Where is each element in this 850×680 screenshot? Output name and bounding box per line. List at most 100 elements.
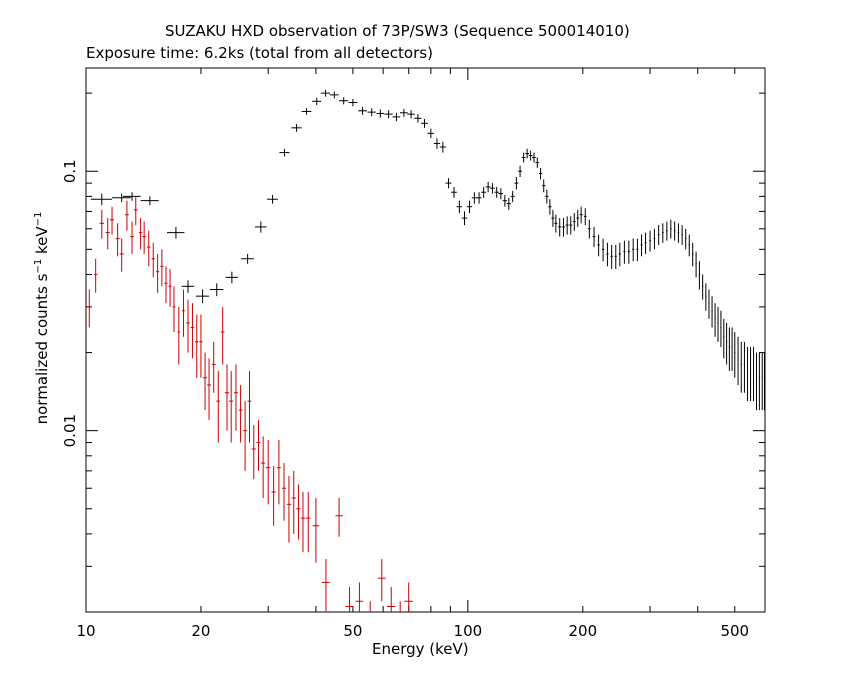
data-point: [233, 364, 238, 431]
data-point: [404, 582, 413, 612]
data-point: [105, 218, 110, 250]
data-point: [661, 223, 664, 243]
data-point: [521, 152, 526, 163]
data-point: [705, 283, 707, 311]
data-point: [243, 401, 247, 471]
data-point: [195, 314, 199, 378]
data-point: [167, 226, 185, 239]
data-point: [572, 213, 576, 231]
data-point: [90, 193, 113, 206]
data-point: [123, 192, 141, 201]
data-point: [720, 310, 722, 348]
data-point: [312, 498, 320, 563]
data-point: [576, 209, 580, 227]
data-point: [407, 110, 415, 119]
data-point: [763, 352, 765, 411]
data-point: [203, 352, 208, 411]
chart-subtitle: Exposure time: 6.2ks (total from all det…: [86, 44, 433, 62]
data-point: [312, 97, 322, 106]
y-tick-label: 0.1: [61, 159, 79, 183]
data-point: [506, 197, 511, 210]
data-point: [606, 242, 609, 267]
data-point: [657, 225, 660, 245]
data-point: [485, 181, 491, 193]
data-point: [177, 306, 181, 365]
data-point: [717, 306, 719, 342]
data-point: [755, 352, 757, 411]
data-point: [220, 306, 225, 365]
data-point: [439, 141, 446, 153]
data-point: [681, 225, 683, 245]
data-point: [734, 332, 736, 378]
data-point: [692, 242, 694, 267]
data-point: [510, 190, 515, 203]
data-point: [702, 274, 704, 300]
data-point: [632, 238, 635, 262]
data-point: [623, 240, 626, 264]
data-point: [147, 230, 151, 267]
data-point: [535, 157, 540, 168]
data-point: [525, 148, 530, 159]
data-point: [666, 221, 668, 241]
data-point: [99, 209, 105, 239]
plot-frame: [85, 67, 766, 613]
data-point: [124, 200, 129, 231]
data-point: [142, 221, 146, 254]
data-point: [256, 419, 261, 471]
data-point: [414, 114, 422, 123]
data-point: [358, 106, 367, 115]
data-point: [481, 186, 487, 198]
data-point: [229, 370, 234, 443]
data-point: [207, 358, 212, 420]
data-point: [708, 289, 710, 319]
data-point: [461, 211, 468, 226]
series-layer: [87, 89, 765, 612]
data-point: [640, 234, 643, 257]
data-point: [119, 238, 124, 272]
data-point: [498, 188, 503, 200]
data-point: [399, 108, 408, 117]
data-point: [209, 283, 224, 297]
data-point: [649, 230, 651, 252]
data-point: [320, 89, 331, 97]
data-point: [261, 436, 266, 499]
data-point: [558, 218, 562, 237]
data-point: [554, 214, 558, 233]
data-point: [673, 221, 676, 241]
data-point: [565, 216, 569, 235]
data-point: [345, 586, 354, 612]
x-tick-label: 100: [454, 622, 483, 640]
data-point: [168, 268, 172, 307]
data-point: [427, 128, 435, 139]
data-point: [172, 286, 176, 333]
data-point: [94, 258, 98, 293]
data-point: [164, 266, 168, 304]
data-point: [335, 498, 343, 537]
data-point: [569, 216, 573, 235]
data-point: [267, 194, 278, 204]
x-tick-label: 20: [191, 622, 210, 640]
data-point: [670, 219, 672, 239]
data-point: [281, 463, 286, 521]
data-point: [618, 242, 621, 267]
data-point: [112, 193, 131, 203]
data-point: [160, 249, 164, 287]
data-point: [199, 314, 203, 378]
data-point: [532, 152, 536, 163]
data-point: [579, 206, 583, 224]
y-axis-label: normalized counts s−1 keV−1: [33, 212, 51, 425]
data-point: [296, 484, 301, 540]
axis-ticks: [85, 68, 766, 613]
data-point: [456, 200, 463, 214]
data-point: [514, 177, 519, 190]
chart-title: SUZAKU HXD observation of 73P/SW3 (Seque…: [165, 22, 630, 40]
data-point: [528, 150, 533, 161]
data-point: [291, 124, 302, 132]
data-point: [155, 253, 160, 293]
data-point: [276, 440, 281, 505]
data-point: [254, 221, 267, 233]
data-point: [355, 582, 364, 612]
data-point: [138, 218, 143, 250]
data-point: [211, 341, 216, 393]
data-point: [306, 492, 311, 553]
